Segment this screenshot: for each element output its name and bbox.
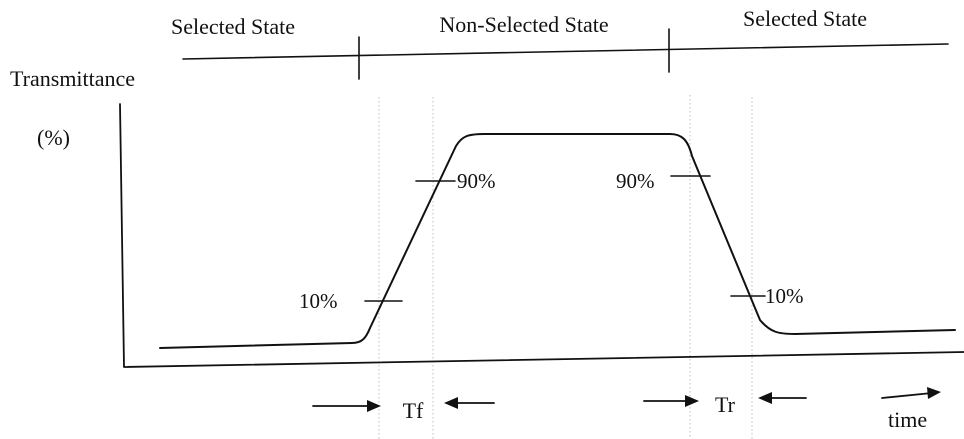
level-label-rise-90: 90% (457, 169, 496, 193)
time-arrow-shaft (881, 392, 933, 399)
time-arrow-head (927, 387, 941, 399)
y-axis-unit: (%) (37, 125, 70, 150)
arrow-tr-right-head (758, 392, 772, 404)
arrow-tf-left-head (367, 400, 381, 412)
state-label-non-selected: Non-Selected State (439, 12, 608, 37)
interval-label-tf: Tf (403, 398, 424, 423)
level-label-rise-10: 10% (299, 289, 338, 313)
arrow-tr-left-head (685, 395, 699, 407)
state-label-selected-right: Selected State (743, 6, 867, 31)
y-axis-label: Transmittance (10, 66, 135, 91)
arrow-tf-right-head (444, 397, 458, 409)
state-label-selected-left: Selected State (171, 14, 295, 39)
level-label-fall-10: 10% (765, 284, 804, 308)
axes-lines (119, 103, 964, 368)
transmittance-curve (159, 133, 956, 349)
state-timeline (182, 43, 949, 60)
interval-label-tr: Tr (715, 392, 736, 417)
x-axis-label: time (888, 407, 927, 432)
level-label-fall-90: 90% (616, 169, 655, 193)
